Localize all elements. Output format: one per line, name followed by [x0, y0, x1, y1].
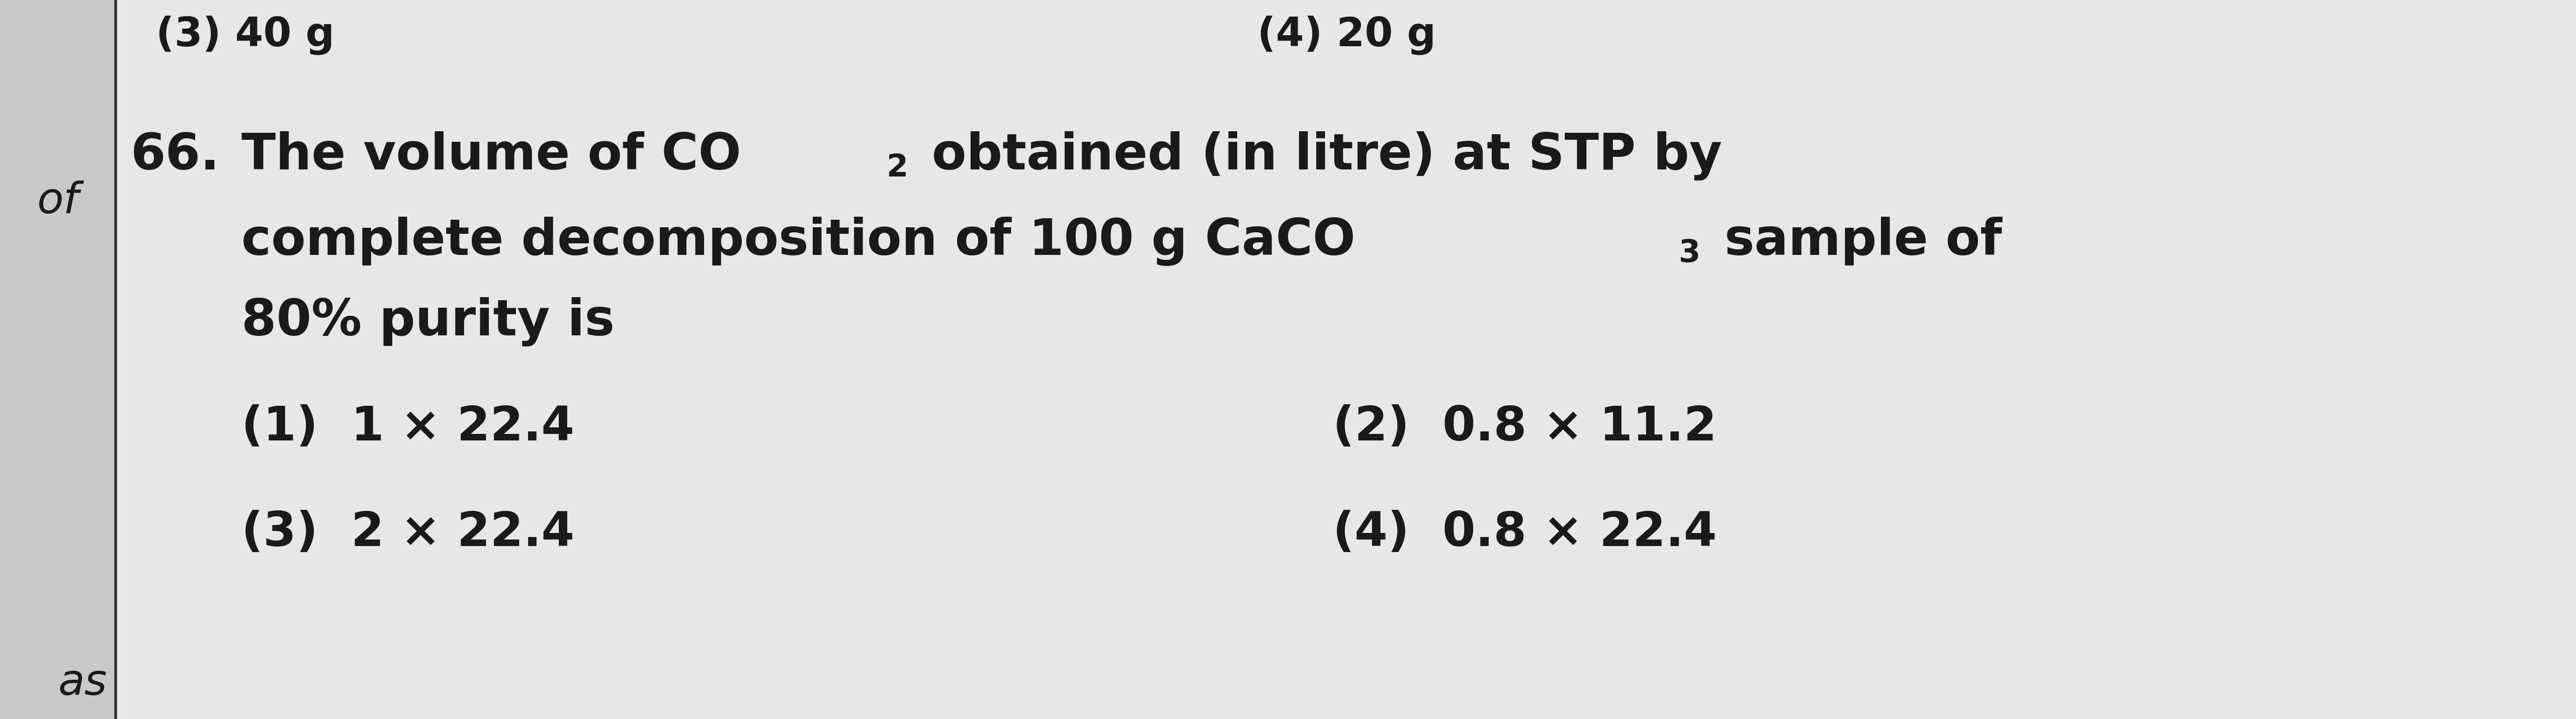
Text: of: of	[36, 180, 80, 222]
Text: The volume of CO: The volume of CO	[242, 132, 742, 180]
Text: sample of: sample of	[1708, 217, 2002, 266]
Text: (1)  1 × 22.4: (1) 1 × 22.4	[242, 404, 574, 451]
Text: 66.: 66.	[131, 132, 219, 180]
Text: (4) 20 g: (4) 20 g	[1257, 16, 1435, 55]
Text: (4)  0.8 × 22.4: (4) 0.8 × 22.4	[1332, 510, 1716, 556]
Text: (2)  0.8 × 11.2: (2) 0.8 × 11.2	[1332, 404, 1716, 451]
Text: 2: 2	[886, 152, 907, 183]
Text: (3)  2 × 22.4: (3) 2 × 22.4	[242, 510, 574, 556]
Text: obtained (in litre) at STP by: obtained (in litre) at STP by	[914, 132, 1721, 180]
Text: complete decomposition of 100 g CaCO: complete decomposition of 100 g CaCO	[242, 216, 1355, 266]
FancyBboxPatch shape	[0, 0, 116, 719]
Text: 80% purity is: 80% purity is	[242, 297, 616, 347]
Text: as: as	[57, 662, 108, 704]
Text: 3: 3	[1680, 238, 1700, 268]
Text: (3) 40 g: (3) 40 g	[157, 16, 335, 55]
FancyBboxPatch shape	[116, 0, 2576, 719]
